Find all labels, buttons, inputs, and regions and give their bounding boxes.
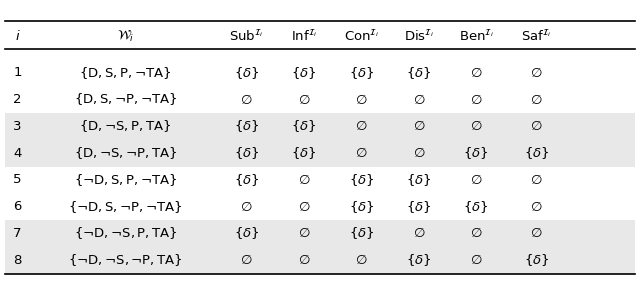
Text: $\emptyset$: $\emptyset$ bbox=[355, 146, 367, 160]
Text: $\{\mathrm{D, S, P, {\neg}TA}\}$: $\{\mathrm{D, S, P, {\neg}TA}\}$ bbox=[79, 65, 172, 81]
Text: $\emptyset$: $\emptyset$ bbox=[531, 226, 543, 240]
Text: $\{\mathrm{{\neg}D, {\neg}S, {\neg}P, TA}\}$: $\{\mathrm{{\neg}D, {\neg}S, {\neg}P, TA… bbox=[68, 252, 183, 268]
Text: $\emptyset$: $\emptyset$ bbox=[470, 119, 483, 133]
Text: $\emptyset$: $\emptyset$ bbox=[470, 66, 483, 80]
Text: $\{\delta\}$: $\{\delta\}$ bbox=[463, 199, 489, 215]
Text: 4: 4 bbox=[13, 147, 22, 160]
Text: $\{\delta\}$: $\{\delta\}$ bbox=[234, 225, 259, 241]
Text: $\mathrm{Inf}^{\mathcal{I}_i}$: $\mathrm{Inf}^{\mathcal{I}_i}$ bbox=[291, 29, 317, 44]
Text: $\emptyset$: $\emptyset$ bbox=[531, 66, 543, 80]
Text: $\mathrm{Dis}^{\mathcal{I}_i}$: $\mathrm{Dis}^{\mathcal{I}_i}$ bbox=[404, 29, 434, 44]
Text: $\{\delta\}$: $\{\delta\}$ bbox=[406, 252, 431, 268]
Text: 8: 8 bbox=[13, 254, 22, 267]
Text: $\{\delta\}$: $\{\delta\}$ bbox=[349, 225, 374, 241]
Text: $\emptyset$: $\emptyset$ bbox=[413, 119, 425, 133]
Text: $\{\mathrm{{\neg}D, S, P, {\neg}TA}\}$: $\{\mathrm{{\neg}D, S, P, {\neg}TA}\}$ bbox=[74, 172, 177, 188]
Text: $\emptyset$: $\emptyset$ bbox=[470, 226, 483, 240]
Text: 6: 6 bbox=[13, 200, 22, 213]
Text: $\{\delta\}$: $\{\delta\}$ bbox=[349, 65, 374, 81]
Text: $\mathrm{Con}^{\mathcal{I}_i}$: $\mathrm{Con}^{\mathcal{I}_i}$ bbox=[344, 29, 379, 44]
Text: $\{\delta\}$: $\{\delta\}$ bbox=[349, 172, 374, 188]
Text: $i$: $i$ bbox=[15, 29, 20, 43]
Text: $\emptyset$: $\emptyset$ bbox=[241, 93, 253, 106]
Text: $\emptyset$: $\emptyset$ bbox=[298, 226, 310, 240]
Text: $\emptyset$: $\emptyset$ bbox=[531, 119, 543, 133]
Text: $\emptyset$: $\emptyset$ bbox=[470, 173, 483, 187]
Text: $\emptyset$: $\emptyset$ bbox=[531, 93, 543, 106]
Text: $\{\delta\}$: $\{\delta\}$ bbox=[406, 65, 431, 81]
Text: $\emptyset$: $\emptyset$ bbox=[470, 253, 483, 267]
Text: $\emptyset$: $\emptyset$ bbox=[470, 93, 483, 106]
Text: $\{\mathrm{D, {\neg}S, P, TA}\}$: $\{\mathrm{D, {\neg}S, P, TA}\}$ bbox=[79, 118, 172, 134]
Text: $\mathcal{W}_i$: $\mathcal{W}_i$ bbox=[117, 29, 134, 44]
Text: $\{\delta\}$: $\{\delta\}$ bbox=[291, 118, 317, 134]
Text: 3: 3 bbox=[13, 120, 22, 133]
Text: $\emptyset$: $\emptyset$ bbox=[355, 93, 367, 106]
Text: $\{\delta\}$: $\{\delta\}$ bbox=[291, 65, 317, 81]
Text: $\emptyset$: $\emptyset$ bbox=[241, 200, 253, 214]
Text: $\emptyset$: $\emptyset$ bbox=[298, 173, 310, 187]
Text: $\emptyset$: $\emptyset$ bbox=[355, 253, 367, 267]
Text: $\emptyset$: $\emptyset$ bbox=[355, 119, 367, 133]
Text: $\{\delta\}$: $\{\delta\}$ bbox=[234, 118, 259, 134]
Text: $\emptyset$: $\emptyset$ bbox=[531, 173, 543, 187]
Text: $\emptyset$: $\emptyset$ bbox=[241, 253, 253, 267]
FancyBboxPatch shape bbox=[4, 247, 636, 274]
Text: $\emptyset$: $\emptyset$ bbox=[413, 93, 425, 106]
Text: $\emptyset$: $\emptyset$ bbox=[531, 200, 543, 214]
Text: 1: 1 bbox=[13, 66, 22, 79]
Text: $\{\mathrm{D, {\neg}S, {\neg}P, TA}\}$: $\{\mathrm{D, {\neg}S, {\neg}P, TA}\}$ bbox=[74, 145, 177, 161]
Text: $\{\delta\}$: $\{\delta\}$ bbox=[291, 145, 317, 161]
Text: $\emptyset$: $\emptyset$ bbox=[298, 253, 310, 267]
Text: $\{\delta\}$: $\{\delta\}$ bbox=[234, 65, 259, 81]
Text: $\emptyset$: $\emptyset$ bbox=[413, 146, 425, 160]
Text: $\{\delta\}$: $\{\delta\}$ bbox=[349, 199, 374, 215]
FancyBboxPatch shape bbox=[4, 220, 636, 247]
Text: $\{\delta\}$: $\{\delta\}$ bbox=[524, 145, 549, 161]
Text: 2: 2 bbox=[13, 93, 22, 106]
Text: $\emptyset$: $\emptyset$ bbox=[298, 93, 310, 106]
Text: $\{\delta\}$: $\{\delta\}$ bbox=[406, 199, 431, 215]
FancyBboxPatch shape bbox=[4, 140, 636, 166]
Text: $\{\mathrm{{\neg}D, S, {\neg}P, {\neg}TA}\}$: $\{\mathrm{{\neg}D, S, {\neg}P, {\neg}TA… bbox=[68, 199, 183, 215]
Text: $\{\delta\}$: $\{\delta\}$ bbox=[524, 252, 549, 268]
Text: $\{\delta\}$: $\{\delta\}$ bbox=[463, 145, 489, 161]
FancyBboxPatch shape bbox=[4, 113, 636, 140]
Text: $\mathrm{Sub}^{\mathcal{I}_i}$: $\mathrm{Sub}^{\mathcal{I}_i}$ bbox=[230, 29, 264, 44]
Text: $\emptyset$: $\emptyset$ bbox=[413, 226, 425, 240]
Text: $\mathrm{Saf}^{\mathcal{I}_i}$: $\mathrm{Saf}^{\mathcal{I}_i}$ bbox=[522, 29, 552, 44]
Text: $\{\mathrm{D, S, {\neg}P, {\neg}TA}\}$: $\{\mathrm{D, S, {\neg}P, {\neg}TA}\}$ bbox=[74, 91, 177, 108]
Text: $\{\delta\}$: $\{\delta\}$ bbox=[234, 145, 259, 161]
Text: $\{\delta\}$: $\{\delta\}$ bbox=[406, 172, 431, 188]
Text: 5: 5 bbox=[13, 173, 22, 186]
Text: $\{\delta\}$: $\{\delta\}$ bbox=[234, 172, 259, 188]
Text: $\mathrm{Ben}^{\mathcal{I}_i}$: $\mathrm{Ben}^{\mathcal{I}_i}$ bbox=[459, 29, 493, 44]
Text: $\{\mathrm{{\neg}D, {\neg}S, P, TA}\}$: $\{\mathrm{{\neg}D, {\neg}S, P, TA}\}$ bbox=[74, 225, 177, 241]
Text: 7: 7 bbox=[13, 227, 22, 240]
Text: $\emptyset$: $\emptyset$ bbox=[298, 200, 310, 214]
